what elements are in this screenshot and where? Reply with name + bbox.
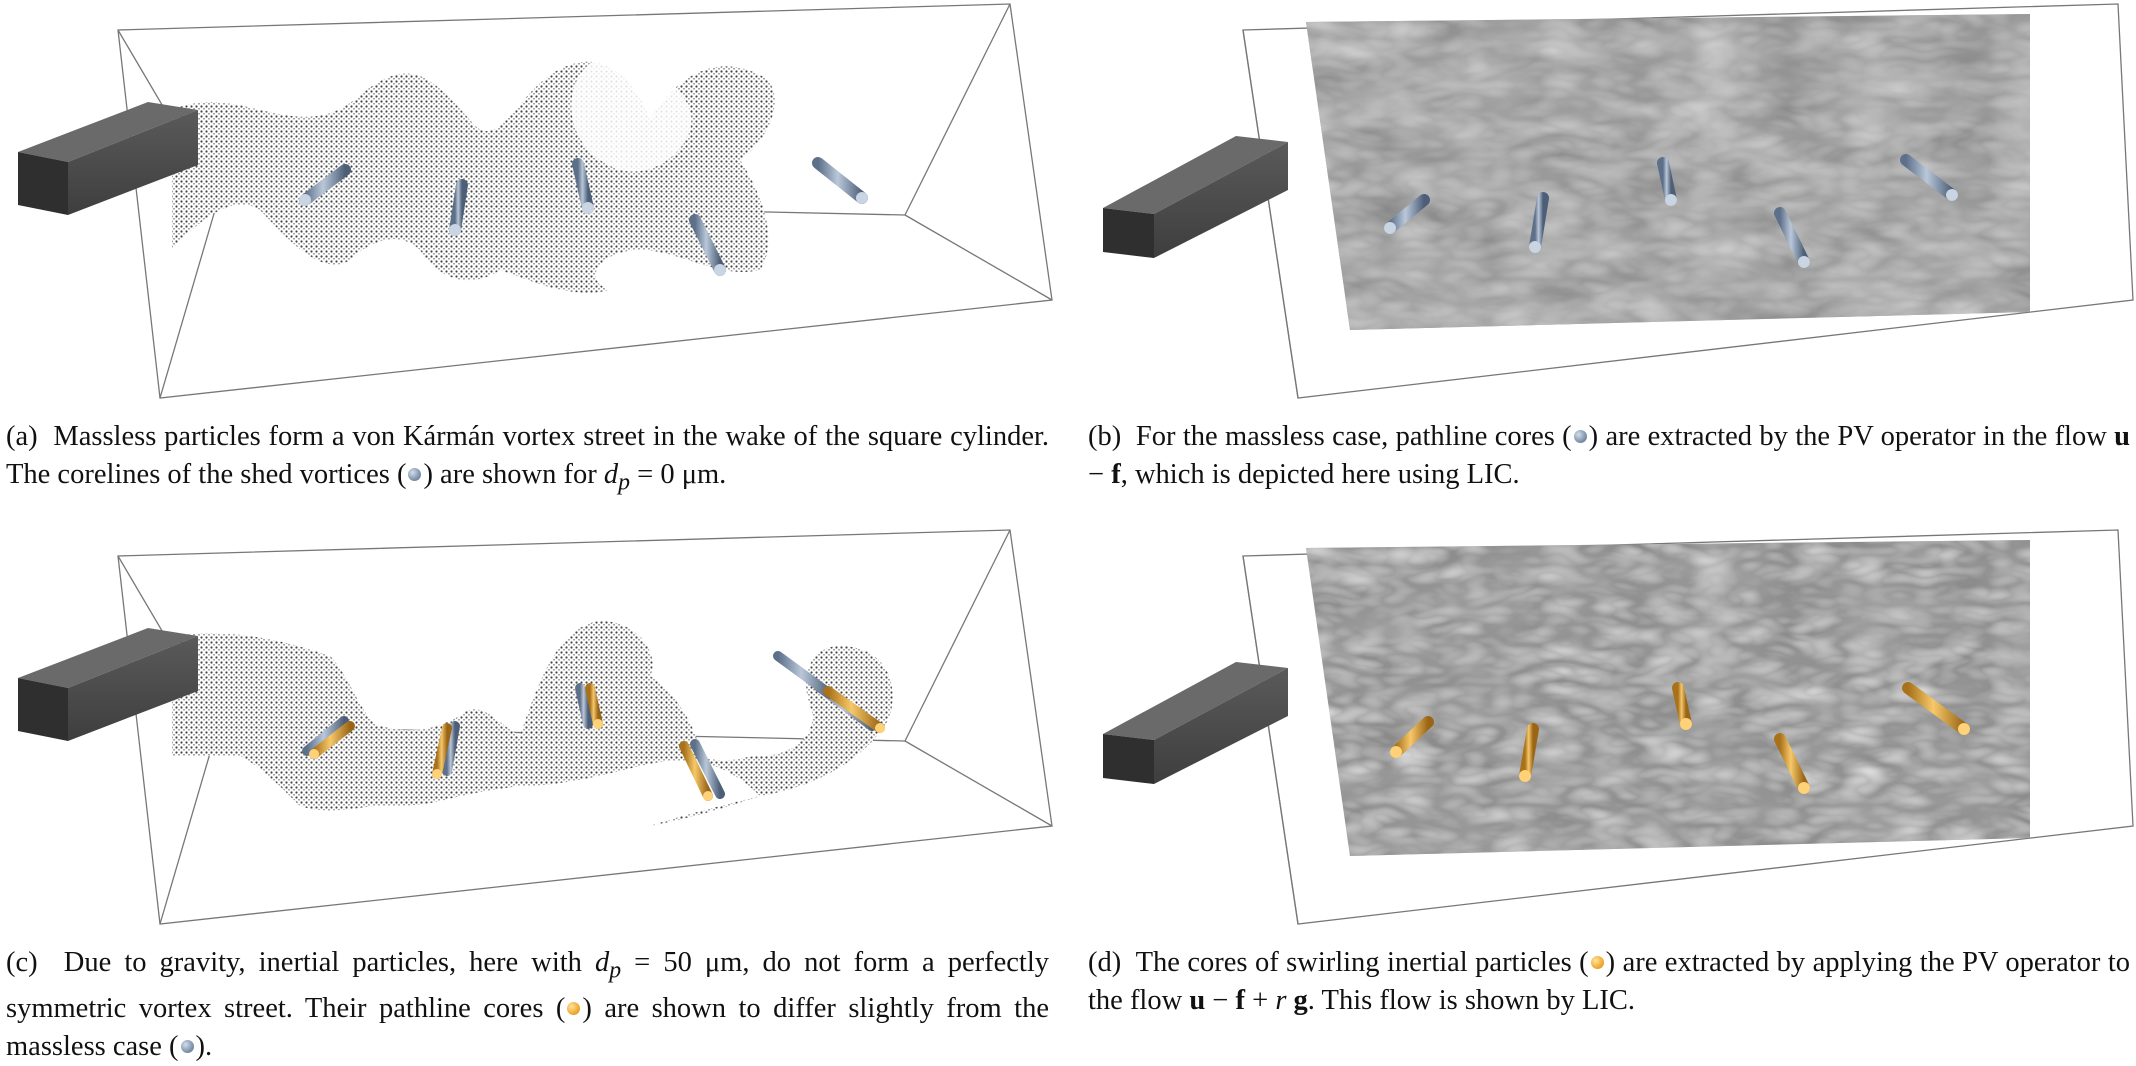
particle-sheet: [172, 61, 775, 293]
caption-d: (d) The cores of swirling inertial parti…: [1088, 944, 2130, 1020]
caption-c-math: d: [594, 947, 610, 978]
caption-b-bold-u: u: [2114, 421, 2130, 452]
gold-core-dot-icon: [567, 1001, 581, 1015]
caption-c-text-4: ).: [195, 1030, 213, 1062]
caption-d-math-r: r: [1275, 985, 1287, 1016]
pathline-cores: [1384, 154, 1958, 268]
caption-d-tag: (d): [1088, 947, 1122, 978]
caption-d-text-3: . This flow is shown by LIC.: [1307, 985, 1636, 1016]
caption-c-text-2: = 50 μm, do not form a perfectly symmetr…: [6, 947, 1050, 1024]
caption-b-text-2: ) are extracted by the PV operator in th…: [1588, 421, 2115, 452]
caption-d-bold-u: u: [1189, 985, 1206, 1016]
caption-d-plus: +: [1245, 985, 1276, 1016]
caption-d-bold-g: g: [1293, 985, 1308, 1016]
caption-b-tag: (b): [1088, 421, 1122, 452]
cylinder: [18, 102, 198, 215]
blue-core-dot-icon: [180, 1039, 194, 1053]
caption-a-text-3: = 0 μm.: [630, 459, 727, 490]
inertial-cores: [309, 683, 885, 801]
vortex-street-particles-figure: [18, 3, 1053, 399]
caption-a: (a) Massless particles form a von Kármán…: [6, 418, 1049, 502]
caption-c: (c) Due to gravity, inertial particles, …: [6, 944, 1049, 1066]
lic-inertial-flow-figure: [1103, 529, 2134, 925]
inertial-particles-figure: [18, 529, 1053, 925]
caption-a-math: d: [603, 459, 619, 490]
cylinder: [18, 628, 198, 741]
caption-b-text-3: , which is depicted here using LIC.: [1120, 459, 1520, 490]
caption-c-text-1: Due to gravity, inertial particles, here…: [63, 947, 595, 978]
caption-b: (b) For the massless case, pathline core…: [1088, 418, 2130, 494]
gold-core-dot-icon: [1590, 956, 1604, 969]
lic-texture: [1306, 540, 2030, 856]
vortex-corelines: [299, 157, 868, 276]
caption-b-bold-f: f: [1111, 459, 1121, 490]
caption-a-sub: p: [618, 469, 630, 496]
lic-flow-figure: [1103, 3, 2134, 399]
bounding-box: [1242, 529, 2134, 925]
caption-a-text-2: ) are shown for: [423, 459, 604, 490]
caption-b-text-1: For the massless case, pathline cores (: [1135, 421, 1572, 452]
caption-d-text-2: ) are extracted by applying the PV opera…: [1088, 947, 2130, 1016]
caption-d-text-1: The cores of swirling inertial particles…: [1135, 947, 1589, 978]
bounding-box: [1242, 3, 2134, 399]
cylinder: [1103, 136, 1288, 258]
caption-c-tag: (c): [6, 947, 38, 978]
inertial-cores: [1390, 682, 1970, 794]
blue-core-dot-icon: [1573, 430, 1587, 443]
caption-c-text-3: ) are shown to differ slightly from the …: [6, 992, 1049, 1062]
caption-d-bold-f: f: [1235, 985, 1246, 1016]
caption-c-sub: p: [609, 957, 622, 984]
blue-core-dot-icon: [408, 468, 422, 481]
caption-b-minus: −: [1088, 459, 1112, 490]
caption-a-tag: (a): [6, 421, 38, 452]
caption-d-minus: −: [1205, 985, 1236, 1016]
cylinder: [1103, 662, 1288, 784]
particle-sheet: [172, 621, 893, 826]
caption-a-text-1: Massless particles form a von Kármán vor…: [6, 421, 1050, 490]
